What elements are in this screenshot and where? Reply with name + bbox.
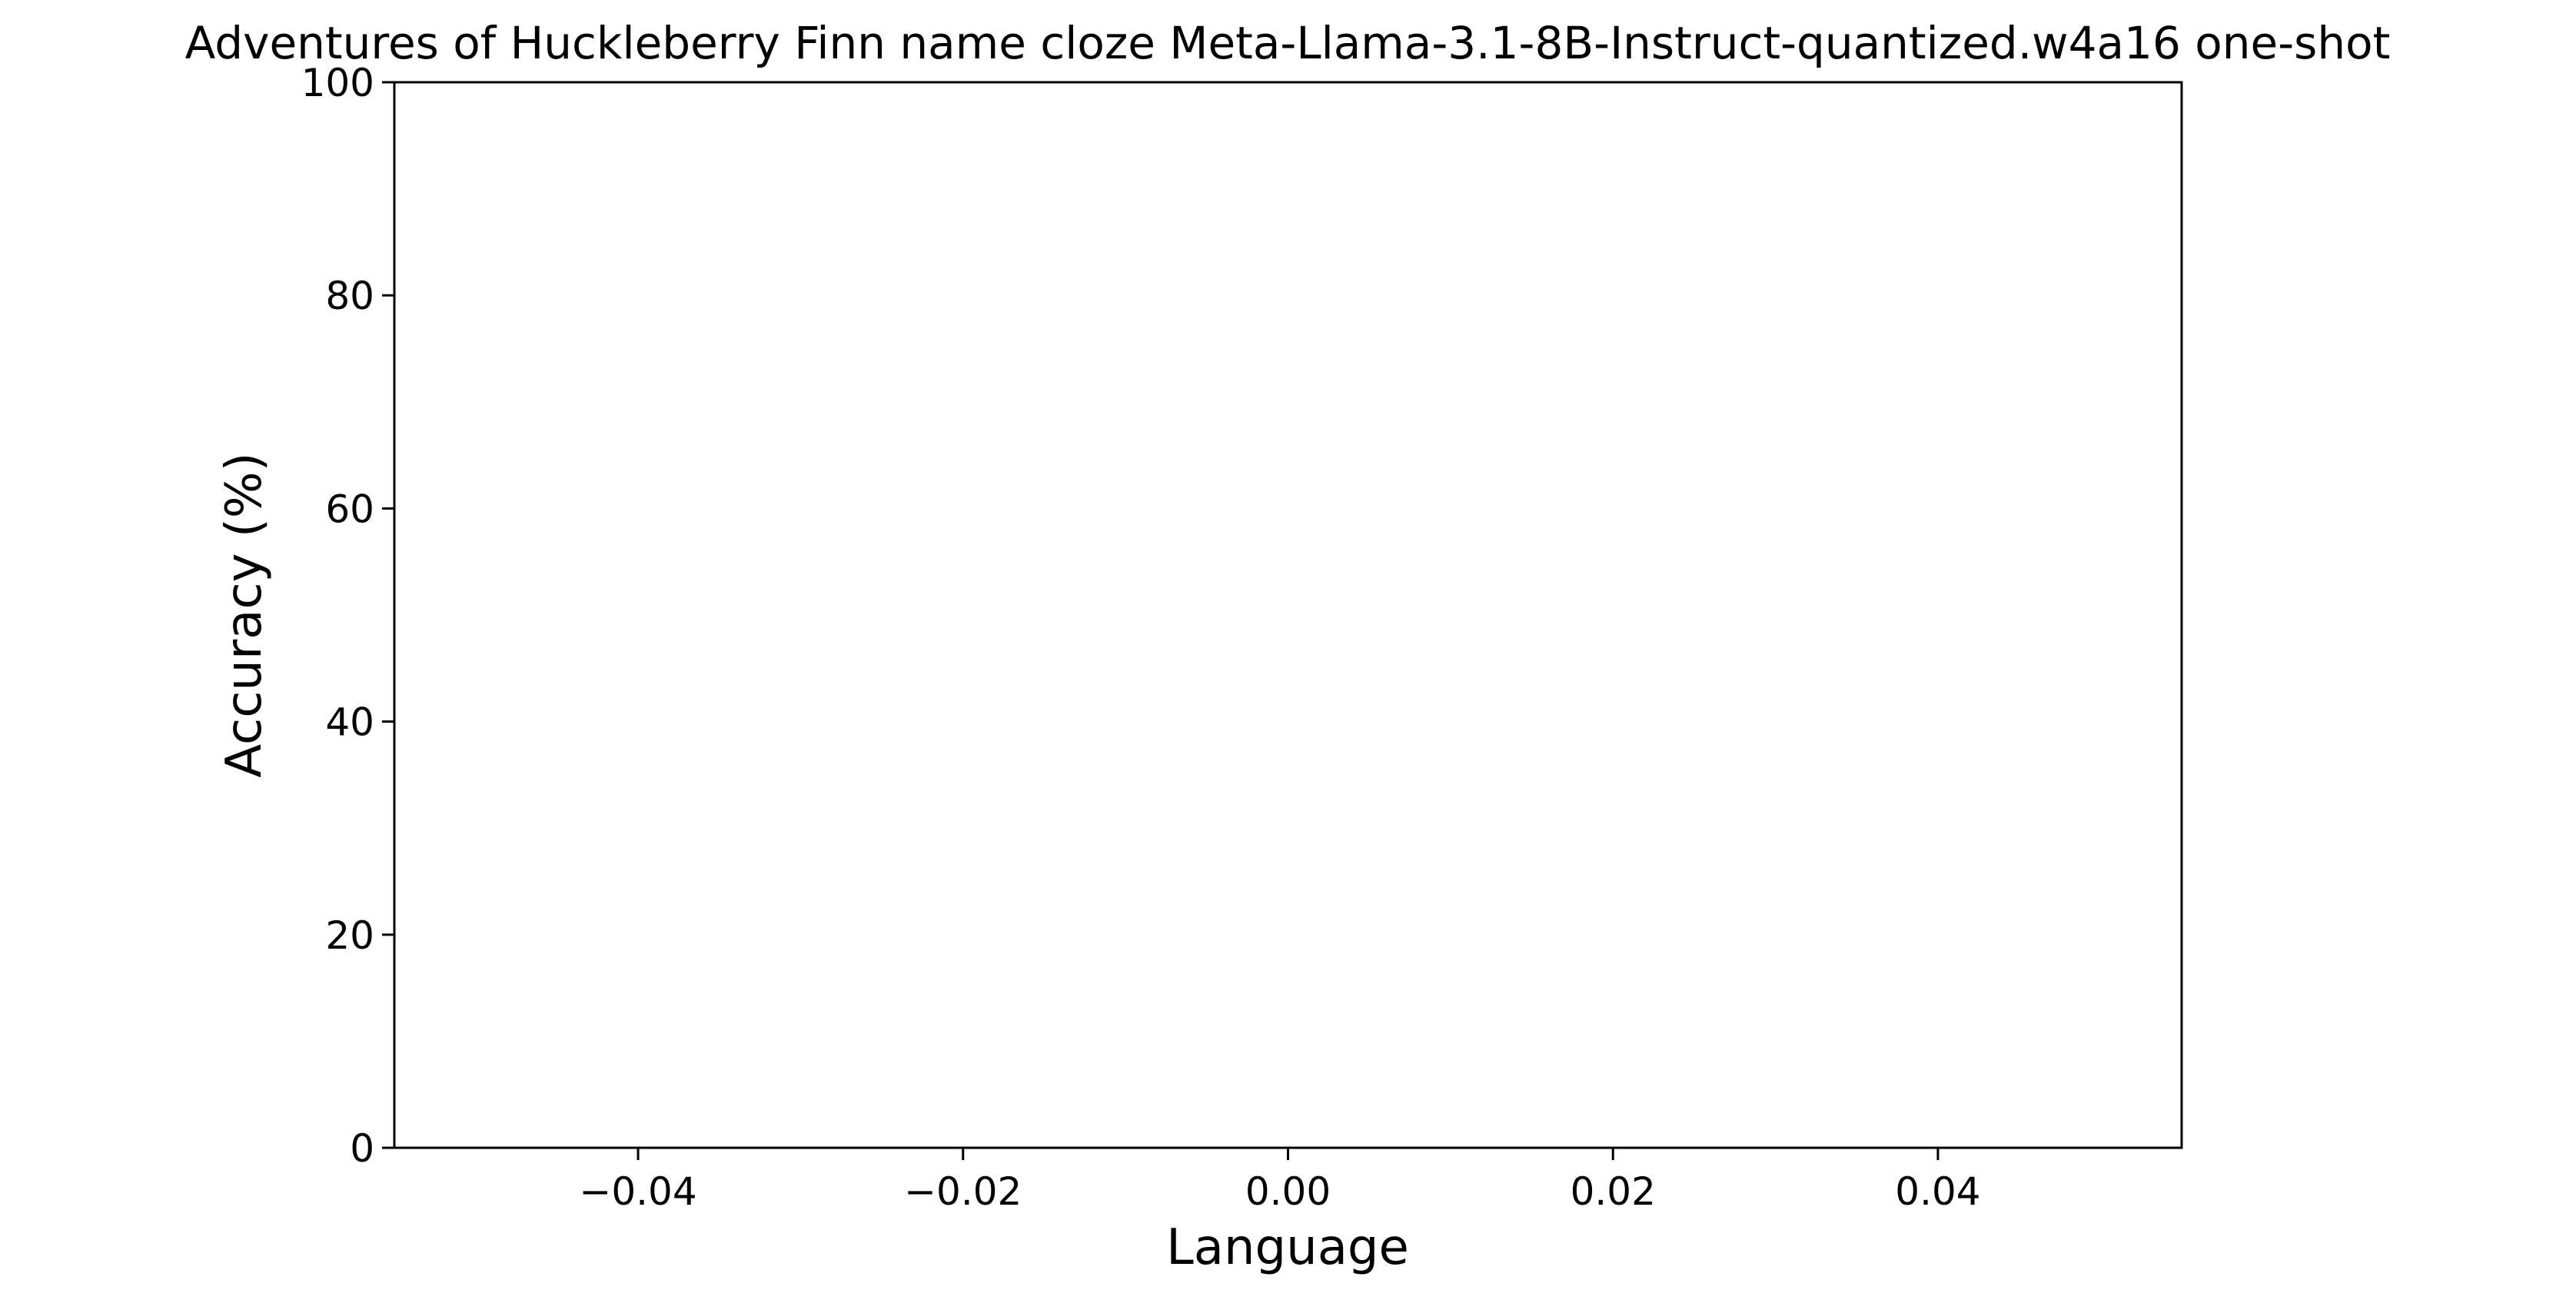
- plot-area: [393, 81, 2183, 1149]
- y-axis-label: Accuracy (%): [216, 452, 273, 777]
- x-tick-label: 0.02: [1571, 1169, 1656, 1214]
- x-tick-label: 0.04: [1895, 1169, 1980, 1214]
- x-axis: −0.04 −0.02 0.00 0.02 0.04: [579, 1148, 1981, 1214]
- y-tick-label: 100: [301, 61, 374, 105]
- y-tick-label: 80: [325, 274, 374, 318]
- x-axis-label: Language: [1166, 1219, 1409, 1276]
- y-tick-label: 60: [325, 487, 374, 531]
- y-tick-label: 0: [350, 1126, 374, 1171]
- x-tick-label: −0.04: [579, 1169, 696, 1214]
- x-tick-label: −0.02: [904, 1169, 1022, 1214]
- y-axis: 0 20 40 60 80 100: [301, 61, 394, 1171]
- y-tick-label: 20: [325, 913, 374, 958]
- x-tick-label: 0.00: [1245, 1169, 1331, 1214]
- chart-title: Adventures of Huckleberry Finn name cloz…: [185, 17, 2391, 69]
- y-tick-label: 40: [325, 700, 374, 745]
